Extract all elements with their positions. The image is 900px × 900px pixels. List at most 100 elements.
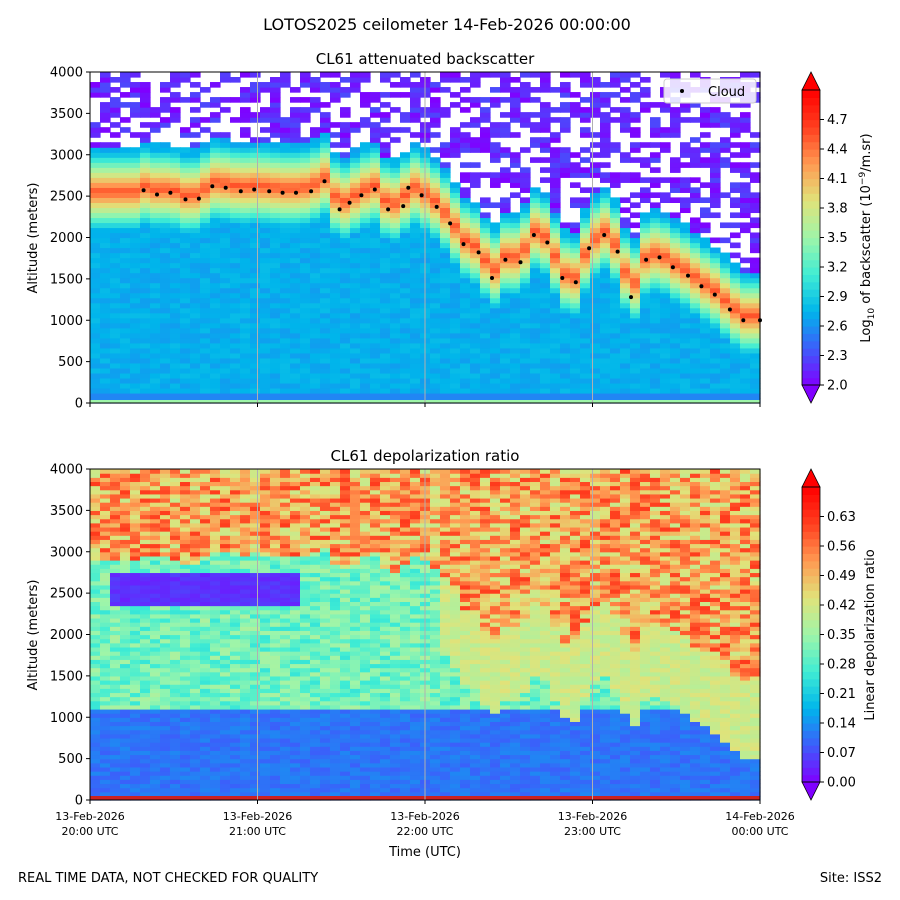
backscatter-cell <box>310 87 321 93</box>
backscatter-cell <box>170 162 181 168</box>
backscatter-cell <box>560 347 571 354</box>
depol-cell <box>130 502 141 507</box>
backscatter-cell <box>630 202 641 209</box>
depol-cell <box>200 704 211 710</box>
depol-cell <box>130 535 141 540</box>
depol-cell <box>140 659 151 665</box>
backscatter-cell <box>270 122 281 128</box>
backscatter-cell <box>350 272 361 279</box>
depol-cell <box>160 680 171 685</box>
backscatter-cell <box>390 242 401 249</box>
depol-cell <box>190 766 201 772</box>
cloud-base-point <box>490 276 494 280</box>
backscatter-cell <box>280 317 291 324</box>
backscatter-cell <box>590 227 601 234</box>
depol-cell <box>210 502 221 507</box>
backscatter-cell <box>250 297 261 304</box>
backscatter-cell <box>90 357 101 364</box>
backscatter-cell <box>710 122 721 128</box>
backscatter-cell <box>150 337 161 344</box>
backscatter-cell <box>620 217 631 224</box>
backscatter-cell <box>410 332 421 339</box>
depol-cell <box>150 779 161 785</box>
backscatter-cell <box>640 217 651 224</box>
backscatter-cell <box>720 372 731 379</box>
depol-cell <box>170 725 181 731</box>
depol-cell <box>190 688 201 694</box>
backscatter-cell <box>90 152 101 158</box>
depol-cell <box>100 481 111 487</box>
backscatter-cell <box>250 352 261 359</box>
depol-cell <box>130 560 141 565</box>
depol-cell <box>160 634 171 640</box>
backscatter-cell <box>460 352 471 359</box>
backscatter-cell <box>190 272 201 279</box>
backscatter-cell <box>190 262 201 269</box>
depol-cell <box>160 696 171 702</box>
backscatter-cell <box>350 297 361 304</box>
backscatter-cell <box>170 282 181 289</box>
backscatter-cell <box>200 387 211 394</box>
backscatter-cell <box>390 197 401 203</box>
backscatter-cell <box>360 197 371 203</box>
backscatter-cell <box>170 357 181 364</box>
backscatter-cell <box>450 252 461 259</box>
depol-cell <box>220 754 231 760</box>
backscatter-cell <box>720 112 731 118</box>
backscatter-cell <box>280 222 291 229</box>
backscatter-cell <box>360 102 371 108</box>
backscatter-cell <box>430 217 441 224</box>
backscatter-cell <box>350 222 361 229</box>
backscatter-cell <box>620 72 631 78</box>
backscatter-cell <box>430 207 441 214</box>
backscatter-cell <box>640 157 651 163</box>
backscatter-cell <box>210 302 221 309</box>
backscatter-cell <box>340 272 351 279</box>
backscatter-cell <box>510 232 521 239</box>
depol-cell <box>220 522 231 528</box>
depol-cell <box>140 489 151 495</box>
backscatter-cell <box>330 377 341 384</box>
backscatter-cell <box>560 257 571 264</box>
depol-cell <box>100 514 111 520</box>
backscatter-cell <box>460 227 471 234</box>
backscatter-cell <box>710 307 721 314</box>
backscatter-cell <box>690 187 701 193</box>
backscatter-cell <box>270 362 281 369</box>
depol-cell <box>150 518 161 524</box>
depol-cell <box>90 791 101 797</box>
depol-cell <box>90 708 101 714</box>
backscatter-cell <box>200 227 211 234</box>
backscatter-cell <box>290 162 301 168</box>
depol-cell <box>220 580 231 586</box>
backscatter-cell <box>690 157 701 163</box>
backscatter-cell <box>130 367 141 374</box>
backscatter-cell <box>410 342 421 349</box>
backscatter-cell <box>520 367 531 374</box>
depol-cell <box>100 626 111 631</box>
backscatter-cell <box>150 282 161 289</box>
backscatter-cell <box>400 162 411 168</box>
backscatter-cell <box>90 352 101 359</box>
backscatter-cell <box>500 212 511 219</box>
backscatter-cell <box>140 197 151 203</box>
depol-cell <box>110 704 121 710</box>
cloud-base-point <box>252 187 257 192</box>
depol-cell <box>140 638 151 644</box>
backscatter-cell <box>340 242 351 249</box>
backscatter-cell <box>550 257 561 264</box>
backscatter-cell <box>260 167 271 173</box>
backscatter-cell <box>100 127 111 133</box>
backscatter-cell <box>410 242 421 249</box>
backscatter-cell <box>520 147 531 153</box>
backscatter-cell <box>130 187 141 193</box>
backscatter-cell <box>510 322 521 329</box>
backscatter-cell <box>230 347 241 354</box>
backscatter-cell <box>220 342 231 349</box>
depol-cell <box>170 510 181 516</box>
depol-cell <box>150 622 161 627</box>
backscatter-cell <box>450 302 461 309</box>
backscatter-cell <box>220 107 231 113</box>
backscatter-cell <box>400 377 411 384</box>
backscatter-cell <box>490 262 501 269</box>
